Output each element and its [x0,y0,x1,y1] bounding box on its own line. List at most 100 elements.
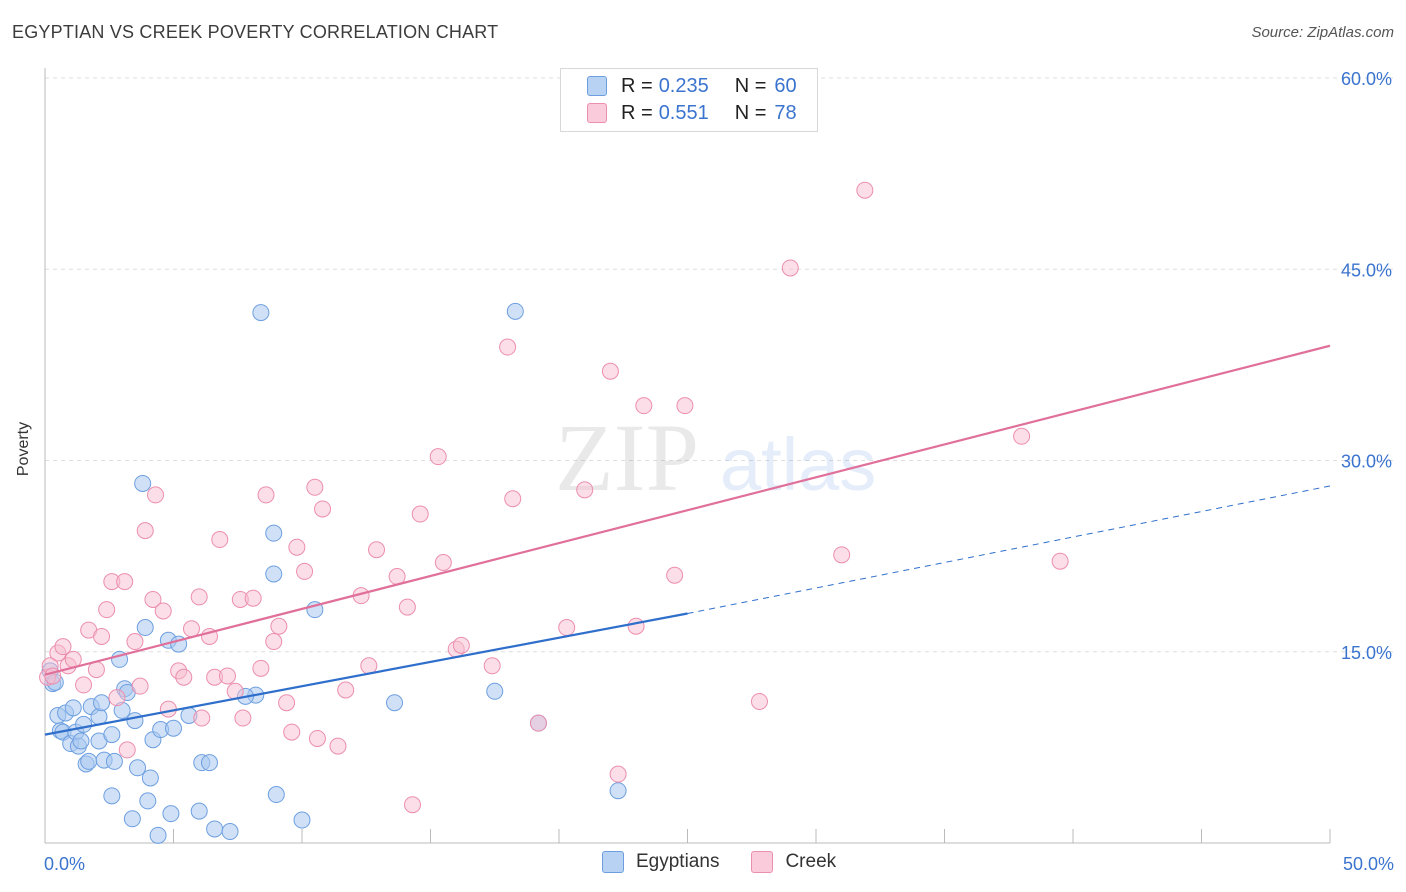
creek-trend-line [44,344,1331,676]
creek-point [306,478,324,496]
creek-point [329,737,347,755]
creek-point [337,681,355,699]
creek-point [1051,552,1069,570]
egyptians-point [386,694,404,712]
creek-points [39,181,1069,814]
creek-point [283,723,301,741]
legend-n-value: 78 [774,101,797,124]
creek-point [314,500,332,518]
creek-point [429,448,447,466]
legend-label-egyptians: Egyptians [636,851,720,872]
creek-point [296,562,314,580]
creek-point [75,676,93,694]
egyptians-point [267,786,285,804]
legend-r-value: 0.235 [658,74,709,97]
creek-point [126,633,144,651]
chart-title: EGYPTIAN VS CREEK POVERTY CORRELATION CH… [12,22,499,42]
egyptians-swatch [587,76,607,96]
egyptians-point [129,759,147,777]
y-tick-label: 15.0% [1341,643,1392,663]
creek-point [218,667,236,685]
creek-point [175,668,193,686]
egyptians-point [64,699,82,717]
creek-point [404,796,422,814]
creek-point [144,590,162,608]
creek-point [627,617,645,635]
creek-point [108,689,126,707]
legend-n-label: N = [734,101,767,124]
creek-point [288,538,306,556]
creek-point [601,362,619,380]
source-label: Source: ZipAtlas.com [1251,24,1394,41]
egyptians-points [41,302,627,844]
egyptians-point [265,524,283,542]
creek-point [159,700,177,718]
egyptians-point [136,619,154,637]
creek-point [504,490,522,508]
creek-point [529,714,547,732]
creek-point [234,709,252,727]
stats-legend: R = 0.235 N = 60 R = 0.551 N = 78 [560,68,818,132]
egyptians-point [506,302,524,320]
creek-point [781,259,799,277]
egyptians-point [609,782,627,800]
watermark: ZIP atlas [555,404,876,511]
egyptians-point [190,802,208,820]
creek-point [750,692,768,710]
creek-point [666,566,684,584]
legend-r-label: R = [621,74,653,97]
egyptians-point [75,715,93,733]
creek-point [308,729,326,747]
creek-point [136,522,154,540]
creek-point [190,588,208,606]
creek-point [147,486,165,504]
egyptians-point [103,787,121,805]
y-tick-label: 60.0% [1341,69,1392,89]
egyptians-point [93,694,111,712]
egyptians-point [162,805,180,823]
watermark-zip: ZIP [555,404,699,511]
egyptians-point [265,565,283,583]
creek-point [193,709,211,727]
creek-point [483,657,501,675]
tick-labels: 15.0% 30.0% 45.0% 60.0% 0.0% 50.0% [44,69,1394,874]
creek-swatch [587,103,607,123]
creek-point [252,659,270,677]
creek-point [211,531,229,549]
watermark-atlas: atlas [720,423,876,506]
creek-point [609,765,627,783]
egyptians-point [103,726,121,744]
series-legend: Egyptians Creek [602,851,868,873]
egyptians-point [165,719,182,737]
creek-point [265,633,283,651]
creek-point [856,181,874,199]
creek-point [676,397,694,415]
creek-point [118,741,136,759]
egyptians-point [221,823,239,841]
creek-point [434,554,452,571]
x-tick-label: 50.0% [1343,854,1394,874]
creek-point [558,619,576,637]
egyptians-trend-line [44,612,688,736]
creek-point [398,598,416,616]
legend-item-egyptians: Egyptians [602,851,719,873]
egyptians-point [141,769,159,787]
creek-point [411,505,429,523]
creek-point [257,486,275,504]
egyptians-point [134,474,152,492]
legend-n-label: N = [734,74,767,97]
egyptians-point [486,682,504,700]
legend-n-value: 60 [774,74,797,97]
creek-point [131,677,149,695]
egyptians-point [105,752,123,770]
creek-point [116,573,134,591]
y-tick-label: 45.0% [1341,260,1392,280]
egyptians-point [123,810,141,828]
creek-point [98,601,116,619]
creek-point [1013,427,1031,445]
creek-point [833,546,851,564]
creek-point [278,694,296,712]
creek-point [270,617,288,635]
creek-point [93,627,111,645]
